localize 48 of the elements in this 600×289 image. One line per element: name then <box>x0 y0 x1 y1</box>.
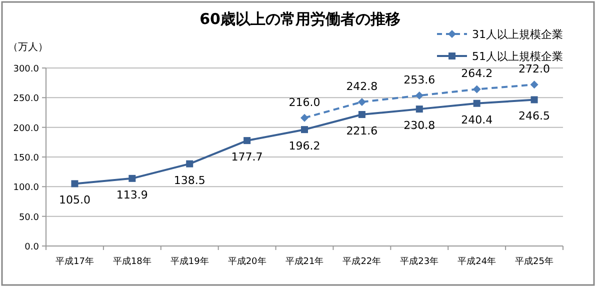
point <box>530 96 538 104</box>
x-tick-label: 平成17年 <box>55 256 94 267</box>
point <box>530 80 538 89</box>
legend-label: 31人以上規模企業 <box>472 28 563 41</box>
x-tick-label: 平成20年 <box>228 256 266 267</box>
x-tick-label: 平成24年 <box>458 256 496 267</box>
chart-title: 60歳以上の常用労働者の推移 <box>200 10 400 28</box>
point <box>301 126 308 134</box>
data-label: 246.5 <box>518 110 550 123</box>
x-tick-label: 平成18年 <box>112 256 152 267</box>
y-tick-label: 300.0 <box>13 64 40 74</box>
data-label: 264.2 <box>461 67 493 80</box>
point <box>128 174 136 182</box>
y-tick-label: 200.0 <box>13 124 40 134</box>
point <box>71 180 78 188</box>
y-tick-label: 250.0 <box>13 94 40 104</box>
y-tick-label: 50.0 <box>18 212 40 223</box>
point <box>358 98 366 106</box>
data-label: 242.8 <box>346 80 378 93</box>
data-label: 253.6 <box>404 74 436 87</box>
point <box>473 100 480 107</box>
x-tick-label: 平成19年 <box>170 256 209 267</box>
y-tick-label: 100.0 <box>13 183 40 194</box>
data-label: 216.0 <box>288 96 320 109</box>
point <box>244 137 251 144</box>
x-tick-label: 平成25年 <box>515 256 554 267</box>
data-label: 196.2 <box>288 140 320 153</box>
y-tick-label: 0.0 <box>24 242 40 252</box>
legend-label: 51人以上規模企業 <box>472 50 563 63</box>
data-label: 272.0 <box>518 62 550 76</box>
data-label: 221.6 <box>346 124 378 138</box>
point <box>186 160 194 168</box>
data-label: 113.9 <box>116 188 148 202</box>
point <box>300 114 308 122</box>
y-tick-label: 150.0 <box>13 154 40 164</box>
data-label: 138.5 <box>174 174 206 187</box>
data-label: 105.0 <box>58 194 90 207</box>
point <box>416 106 423 113</box>
data-label: 240.4 <box>461 113 493 126</box>
point <box>472 85 481 94</box>
x-tick-label: 平成21年 <box>285 256 324 267</box>
x-tick-label: 平成22年 <box>342 256 382 267</box>
data-label: 230.8 <box>404 119 436 132</box>
point <box>415 92 424 100</box>
data-label: 177.7 <box>231 150 263 164</box>
point <box>358 111 366 118</box>
y-axis-title: （万人） <box>8 42 48 53</box>
x-tick-label: 平成23年 <box>400 256 439 267</box>
